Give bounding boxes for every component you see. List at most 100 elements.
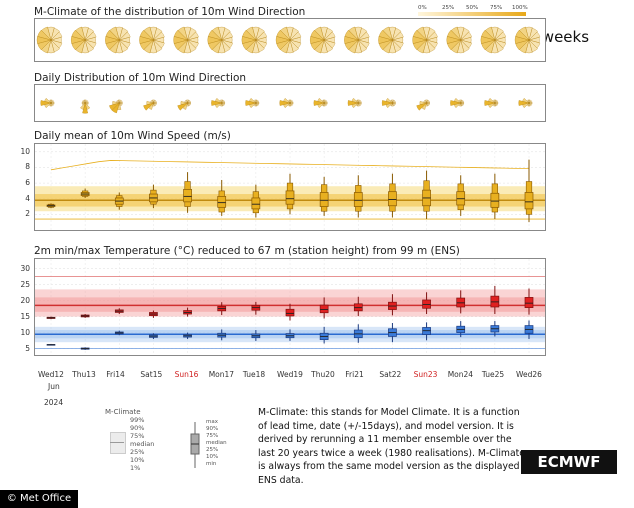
x-axis-day-wed12: Wed12 <box>38 370 64 379</box>
daily-rose-3-sector-11 <box>150 99 154 104</box>
wind-ytick-2: 2 <box>25 209 30 219</box>
wind-box-8-box <box>319 192 329 207</box>
temp-max-box-4 <box>183 307 192 317</box>
x-axis-day-wed19: Wed19 <box>277 370 303 379</box>
x-axis-day-sat22: Sat22 <box>379 370 402 379</box>
daily-rose-0-sector-10 <box>44 98 52 104</box>
temp-min-box-1 <box>80 347 90 350</box>
daily-rose-14-sector-11 <box>526 99 530 104</box>
legend-tick-0: 0% <box>418 5 427 11</box>
daily-rose-4 <box>177 99 191 111</box>
daily-rose-2 <box>109 99 123 114</box>
temp-min-box-11 <box>422 322 431 341</box>
wind-box-13 <box>490 173 500 220</box>
temp-min-box-6 <box>251 330 261 341</box>
daily-rose-2-sector-11 <box>116 99 120 104</box>
daily-rose-8-sector-9 <box>313 100 325 106</box>
legend-scale-bar <box>418 12 526 16</box>
mclim-rose-4-sector-11 <box>177 26 188 41</box>
mclim-rose-8-sector-10 <box>310 29 325 41</box>
mclim-rose-1-sector-2 <box>84 31 97 41</box>
wind-box-1 <box>80 188 90 198</box>
temp-ytick-20: 20 <box>20 295 30 305</box>
mclim-rose-8-sector-1 <box>323 27 334 41</box>
mclim-rose-8-sector-11 <box>314 26 325 41</box>
daily-rose-8-sector-11 <box>321 99 325 104</box>
mclim-rose-5 <box>207 26 233 54</box>
wind-box-3 <box>149 184 158 209</box>
daily-rose-6-sector-9 <box>245 100 257 106</box>
wind-box-9 <box>353 175 363 218</box>
mclim-rose-7-sector-10 <box>276 29 291 41</box>
x-axis-day-sun16: Sun16 <box>174 370 199 379</box>
temp-min-box-7 <box>285 329 295 341</box>
daily-rose-5-sector-10 <box>215 98 223 104</box>
mclimate-legend-99: 99% <box>130 416 145 424</box>
daily-rose-7-sector-10 <box>283 98 291 104</box>
x-axis-day-sat15: Sat15 <box>140 370 163 379</box>
wind-box-13-box <box>490 192 500 208</box>
mclim-rose-0 <box>36 26 63 54</box>
wind-box-6-box <box>251 197 261 210</box>
wind-box-9-box <box>353 192 363 207</box>
wind-box-4 <box>183 172 192 213</box>
mclim-rose-10-sector-11 <box>382 26 393 41</box>
wind-box-5 <box>217 179 227 216</box>
mclim-rose-12-sector-1 <box>460 27 470 41</box>
daily-rose-12 <box>450 98 465 108</box>
mclim-rose-12 <box>446 26 472 54</box>
mclimate-legend-swatch <box>110 418 126 466</box>
mclim-rose-0-sector-11 <box>41 26 52 41</box>
mclim-rose-6-sector-11 <box>246 26 257 41</box>
mclim-rose-13-sector-11 <box>485 26 496 41</box>
ens-legend-90: 90% <box>206 426 219 432</box>
daily-rose-1-sector-7 <box>80 102 86 110</box>
mclim-rose-1-sector-1 <box>84 27 95 41</box>
temp-min-box-4 <box>183 332 192 339</box>
temp-ytick-5: 5 <box>25 343 30 353</box>
legend-tick-75: 75% <box>490 5 502 11</box>
mclim-rose-1 <box>70 26 97 54</box>
mclim-rose-11-sector-1 <box>426 27 436 41</box>
wind-ytick-4: 4 <box>25 193 30 203</box>
daily-rose-13 <box>484 98 499 108</box>
temp-max-box-7-box <box>285 308 295 317</box>
mclim-rose-7-sector-1 <box>289 27 299 41</box>
mclim-rose-3-sector-2 <box>152 31 165 41</box>
daily-rose-4-sector-8 <box>177 102 189 111</box>
mclim-rose-5-sector-10 <box>208 29 223 41</box>
temp-max-box-8 <box>319 297 329 319</box>
legend-tick-100: 100% <box>512 5 528 11</box>
daily-rose-1-sector-6 <box>82 102 89 114</box>
temp-min-box-13 <box>490 321 500 337</box>
daily-rose-11 <box>416 99 430 111</box>
x-axis-day-thu20: Thu20 <box>311 370 335 379</box>
mclim-rose-3-sector-11 <box>143 26 154 41</box>
temp-max-box-0 <box>46 316 56 320</box>
mclim-rose-13-sector-1 <box>494 27 504 41</box>
mclim-rose-7 <box>275 26 302 54</box>
mclim-rose-0-sector-1 <box>50 27 60 41</box>
daily-rose-14-sector-10 <box>522 98 530 104</box>
mclim-rose-13-sector-10 <box>481 29 496 41</box>
daily-rose-9 <box>347 98 362 108</box>
mclim-rose-11-sector-2 <box>426 31 438 41</box>
ens-legend-10: 10% <box>206 454 219 460</box>
mclim-rose-2-sector-1 <box>118 27 129 41</box>
temperature-panel <box>34 258 546 356</box>
daily-dir-roses <box>40 98 533 114</box>
probability-legend-scale: 0% 25% 50% 75% 100% <box>418 2 528 18</box>
daily-rose-11-sector-11 <box>424 99 427 104</box>
mclim-rose-0-sector-2 <box>50 31 63 41</box>
wind-box-10 <box>388 173 397 218</box>
mclim-rose-2-sector-10 <box>105 29 120 41</box>
daily-rose-13-sector-11 <box>492 99 496 104</box>
temp-max-box-2 <box>114 308 124 315</box>
x-axis-month: Jun <box>48 382 60 391</box>
temp-max-box-1 <box>80 314 90 318</box>
mclim-rose-14-sector-10 <box>515 29 530 41</box>
ens-legend-75: 75% <box>206 433 219 439</box>
daily-rose-5-sector-9 <box>211 100 223 106</box>
temp-max-box-6 <box>251 301 261 315</box>
temp-max-box-7 <box>285 303 295 321</box>
